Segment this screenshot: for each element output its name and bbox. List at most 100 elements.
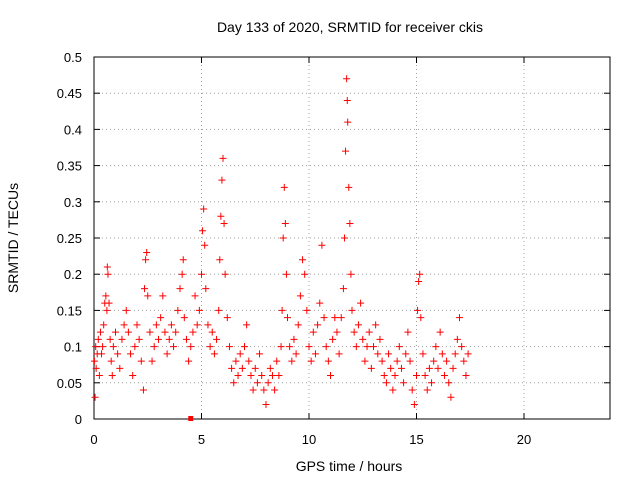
data-point	[299, 256, 307, 264]
data-point	[292, 350, 300, 358]
data-point	[176, 285, 184, 293]
x-tick-label: 0	[90, 432, 97, 447]
data-point	[453, 335, 461, 343]
data-point	[223, 314, 231, 322]
x-tick-label: 5	[198, 432, 205, 447]
data-point	[361, 357, 369, 365]
data-point	[118, 335, 126, 343]
data-point	[193, 321, 201, 329]
data-point	[416, 270, 424, 278]
data-point	[279, 234, 287, 242]
data-point	[116, 364, 124, 372]
data-point	[419, 350, 427, 358]
data-point	[324, 357, 332, 365]
x-tick-label: 10	[302, 432, 316, 447]
data-point	[280, 183, 288, 191]
data-point	[131, 343, 139, 351]
data-point	[271, 386, 279, 394]
data-point	[316, 299, 324, 307]
data-point	[170, 343, 178, 351]
data-point	[228, 364, 236, 372]
y-tick-label: 0.3	[64, 195, 82, 210]
data-point	[335, 350, 343, 358]
data-point	[410, 401, 418, 409]
data-point	[260, 386, 268, 394]
data-point	[188, 416, 194, 421]
data-point	[256, 350, 264, 358]
data-point	[210, 350, 218, 358]
data-point	[268, 372, 276, 380]
data-point	[345, 183, 353, 191]
y-tick-label: 0.05	[57, 376, 82, 391]
data-point	[241, 343, 248, 351]
data-point	[180, 314, 188, 322]
data-point	[243, 321, 251, 329]
data-point	[142, 256, 150, 264]
data-point	[440, 372, 448, 380]
data-point	[311, 350, 319, 358]
data-point	[389, 386, 397, 394]
y-tick-label: 0.35	[57, 159, 82, 174]
data-point	[340, 234, 348, 242]
data-point	[342, 147, 350, 155]
data-point	[174, 306, 182, 314]
x-tick-label: 20	[517, 432, 531, 447]
data-point	[447, 393, 455, 401]
data-point	[415, 277, 423, 285]
data-point	[220, 220, 228, 228]
data-point	[294, 321, 302, 329]
data-point	[423, 386, 431, 394]
y-tick-label: 0.15	[57, 303, 82, 318]
data-point	[397, 364, 405, 372]
data-point	[195, 306, 203, 314]
data-point	[148, 357, 156, 365]
data-point	[430, 357, 438, 365]
data-point	[99, 343, 107, 351]
data-point	[92, 364, 100, 372]
chart-title: Day 133 of 2020, SRMTID for receiver cki…	[217, 19, 483, 35]
data-point	[189, 328, 197, 336]
data-point	[218, 176, 226, 184]
y-tick-label: 0.2	[64, 267, 82, 282]
data-point	[179, 256, 187, 264]
data-point	[445, 379, 453, 387]
y-tick-label: 0.4	[64, 122, 82, 137]
data-point	[391, 372, 399, 380]
data-point	[102, 292, 110, 300]
data-point	[258, 372, 266, 380]
data-point	[253, 379, 261, 387]
data-point	[247, 372, 255, 380]
data-point	[236, 350, 244, 358]
data-point	[187, 343, 195, 351]
data-point	[206, 343, 214, 351]
data-point	[238, 364, 246, 372]
data-point	[92, 343, 100, 351]
data-point	[333, 328, 341, 336]
data-point	[359, 335, 367, 343]
data-point	[282, 270, 290, 278]
data-point	[208, 328, 216, 336]
data-point	[221, 270, 229, 278]
data-point	[114, 350, 122, 358]
x-tick-label: 15	[409, 432, 423, 447]
data-point	[104, 270, 112, 278]
data-point	[109, 343, 117, 351]
data-point	[150, 343, 158, 351]
data-point	[112, 328, 119, 336]
data-point	[96, 328, 104, 336]
data-point	[216, 256, 224, 264]
data-point	[152, 321, 160, 329]
data-point	[159, 292, 167, 300]
data-point	[305, 343, 313, 351]
data-point	[400, 379, 408, 387]
data-point	[107, 357, 115, 365]
data-point	[288, 357, 296, 365]
data-point	[100, 321, 108, 329]
data-point	[219, 154, 227, 162]
data-point	[438, 350, 446, 358]
data-point	[387, 364, 395, 372]
data-point	[449, 364, 457, 372]
data-point	[135, 335, 143, 343]
